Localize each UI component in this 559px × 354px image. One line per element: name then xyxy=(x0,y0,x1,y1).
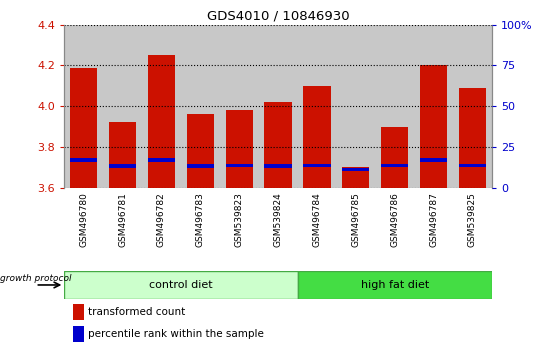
Text: control diet: control diet xyxy=(149,280,213,290)
Bar xyxy=(459,164,486,167)
Bar xyxy=(297,271,492,299)
Bar xyxy=(259,25,297,188)
Text: GSM496781: GSM496781 xyxy=(118,192,127,247)
Text: GSM539823: GSM539823 xyxy=(235,192,244,247)
Bar xyxy=(220,25,259,188)
Text: percentile rank within the sample: percentile rank within the sample xyxy=(88,330,264,339)
Bar xyxy=(64,25,103,188)
Text: growth protocol: growth protocol xyxy=(0,274,72,283)
Text: high fat diet: high fat diet xyxy=(361,280,429,290)
Bar xyxy=(337,25,375,188)
Bar xyxy=(264,164,292,168)
Bar xyxy=(187,164,214,168)
Bar xyxy=(375,25,414,188)
Text: GSM496787: GSM496787 xyxy=(429,192,438,247)
Text: GSM496784: GSM496784 xyxy=(312,192,321,246)
Bar xyxy=(226,110,253,188)
Bar xyxy=(148,55,175,188)
Text: GSM496782: GSM496782 xyxy=(157,192,166,246)
Bar xyxy=(297,25,337,188)
Bar xyxy=(342,167,369,188)
Bar xyxy=(381,164,408,167)
Bar xyxy=(70,68,97,188)
Text: GSM539825: GSM539825 xyxy=(468,192,477,247)
Bar xyxy=(226,164,253,167)
Bar xyxy=(453,25,492,188)
Bar xyxy=(148,158,175,162)
Bar xyxy=(103,25,142,188)
Text: GSM496780: GSM496780 xyxy=(79,192,88,247)
Bar xyxy=(304,164,330,167)
Bar xyxy=(459,88,486,188)
Bar xyxy=(304,86,330,188)
Bar xyxy=(109,122,136,188)
Bar xyxy=(73,326,83,342)
Text: GSM496786: GSM496786 xyxy=(390,192,399,247)
Bar xyxy=(264,102,292,188)
Bar xyxy=(73,304,83,320)
Text: GSM539824: GSM539824 xyxy=(273,192,283,246)
Bar xyxy=(420,158,447,162)
Bar xyxy=(414,25,453,188)
Bar xyxy=(109,164,136,168)
Bar xyxy=(381,127,408,188)
Bar xyxy=(187,114,214,188)
Text: GSM496785: GSM496785 xyxy=(352,192,361,247)
Text: GSM496783: GSM496783 xyxy=(196,192,205,247)
Bar xyxy=(142,25,181,188)
Title: GDS4010 / 10846930: GDS4010 / 10846930 xyxy=(207,9,349,22)
Bar xyxy=(64,271,297,299)
Bar xyxy=(342,168,369,171)
Bar xyxy=(420,65,447,188)
Bar xyxy=(181,25,220,188)
Text: transformed count: transformed count xyxy=(88,307,185,318)
Bar xyxy=(70,158,97,162)
